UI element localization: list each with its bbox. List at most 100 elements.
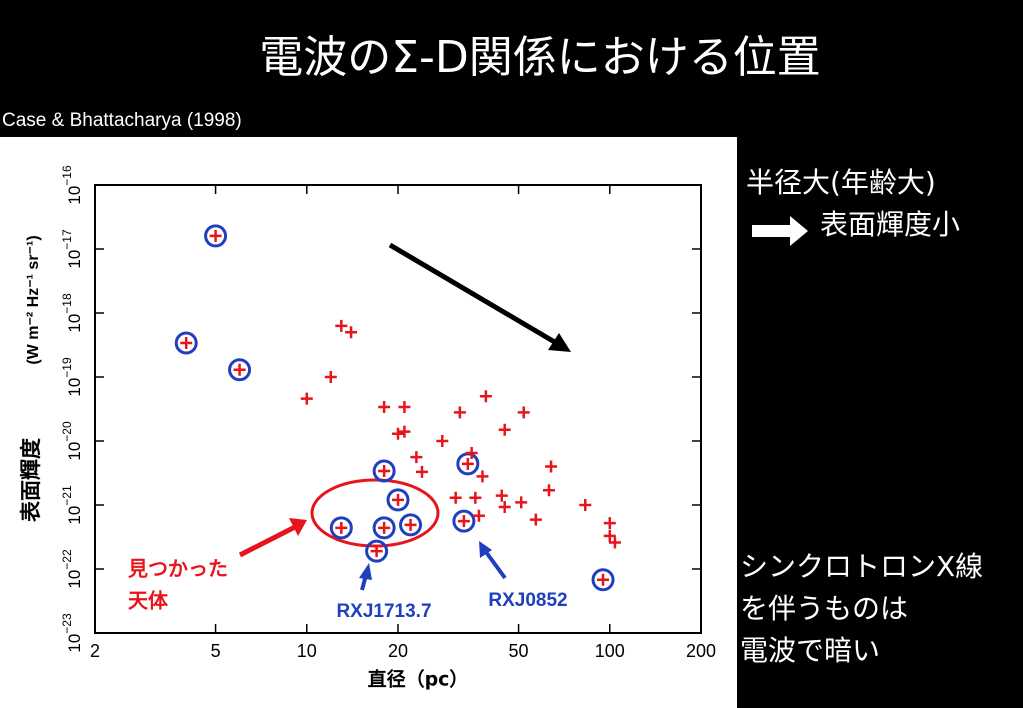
y-tick-label: 10−17: [60, 229, 84, 269]
annotation: RXJ0852: [488, 590, 567, 611]
point: [398, 425, 411, 438]
y-tick-exp: −16: [60, 165, 74, 186]
point: [392, 427, 404, 440]
y-tick-exp: −18: [60, 293, 74, 314]
point-plus: [603, 517, 616, 530]
point: [329, 516, 353, 540]
point-plus: [542, 484, 555, 497]
point-plus: [597, 573, 610, 586]
blue-arrow-head: [479, 541, 492, 558]
point: [372, 516, 396, 540]
point-plus: [300, 392, 313, 405]
y-axis-label: 表面輝度: [19, 438, 43, 522]
point-plus: [415, 465, 428, 478]
point: [365, 539, 389, 563]
x-tick-label: 100: [595, 641, 625, 661]
point-plus: [398, 400, 411, 413]
y-tick-base: 10: [65, 314, 84, 333]
point-plus: [608, 536, 621, 549]
highlight-ellipse: [310, 478, 440, 548]
point-plus: [457, 515, 470, 528]
side-text: シンクロトロンX線: [740, 550, 983, 583]
point: [542, 484, 555, 497]
point: [453, 406, 466, 419]
point: [410, 451, 423, 464]
point-circle: [174, 331, 198, 355]
x-axis-label: 直径（pc）: [368, 668, 469, 691]
y-tick-exp: −23: [60, 613, 74, 634]
point: [498, 423, 511, 436]
point-circle: [228, 358, 252, 382]
side-text: 電波で暗い: [740, 634, 880, 667]
point: [476, 470, 489, 483]
point-plus: [449, 491, 462, 504]
point-plus: [476, 470, 489, 483]
source: Case & Bhattacharya (1998): [2, 110, 242, 131]
point-plus: [378, 464, 391, 477]
point-plus: [335, 521, 348, 534]
annotation: RXJ1713.7: [336, 601, 431, 622]
point: [608, 536, 621, 549]
blue-arrow-head: [359, 563, 372, 580]
y-tick-exp: −19: [60, 357, 74, 378]
point: [436, 435, 449, 447]
slide-title: 電波のΣ-D関係における位置: [259, 32, 821, 83]
point: [386, 488, 410, 512]
red-arrow-head: [289, 518, 307, 536]
point: [479, 390, 492, 403]
y-tick-label: 10−22: [60, 549, 84, 589]
point-plus: [370, 545, 383, 558]
x-tick-label: 50: [509, 641, 529, 661]
point-circle: [372, 459, 396, 483]
point: [515, 496, 528, 509]
point: [495, 489, 508, 502]
y-axis-unit: (W m⁻² Hz⁻¹ sr⁻¹): [25, 235, 42, 364]
point: [517, 406, 530, 419]
y-tick-base: 10: [65, 506, 84, 525]
point-plus: [495, 489, 508, 502]
point: [591, 568, 615, 592]
point: [545, 460, 558, 473]
point-plus: [545, 460, 558, 473]
point-plus: [378, 400, 391, 413]
y-tick-base: 10: [65, 634, 84, 653]
point-circle: [591, 568, 615, 592]
y-tick-label: 10−16: [60, 165, 84, 205]
point-plus: [603, 529, 616, 542]
point-plus: [335, 319, 348, 332]
point: [398, 400, 411, 413]
point: [603, 529, 616, 542]
y-tick-base: 10: [65, 378, 84, 397]
point: [324, 371, 337, 383]
point-plus: [404, 518, 417, 531]
point-plus: [465, 446, 478, 459]
point-plus: [180, 336, 193, 349]
point: [452, 509, 476, 533]
annotation: 天体: [128, 589, 169, 613]
point: [345, 326, 358, 339]
point-plus: [498, 423, 511, 436]
point: [579, 499, 592, 511]
point-plus: [378, 521, 391, 534]
point-plus: [515, 496, 528, 509]
point: [529, 513, 542, 526]
point-plus: [392, 427, 404, 440]
y-tick-exp: −20: [60, 421, 74, 442]
y-tick-base: 10: [65, 250, 84, 269]
point-plus: [479, 390, 492, 403]
annotation: 見つかった: [128, 557, 228, 581]
y-tick-exp: −21: [60, 485, 74, 506]
point: [472, 509, 485, 522]
point-circle: [386, 488, 410, 512]
x-tick-label: 2: [90, 641, 100, 661]
point-circle: [452, 509, 476, 533]
point: [378, 400, 391, 413]
point-plus: [233, 363, 246, 376]
point-plus: [392, 493, 404, 506]
point-plus: [469, 491, 482, 504]
point: [399, 513, 423, 537]
y-tick-exp: −17: [60, 229, 74, 250]
point-plus: [436, 435, 449, 447]
point-circle: [204, 224, 228, 248]
